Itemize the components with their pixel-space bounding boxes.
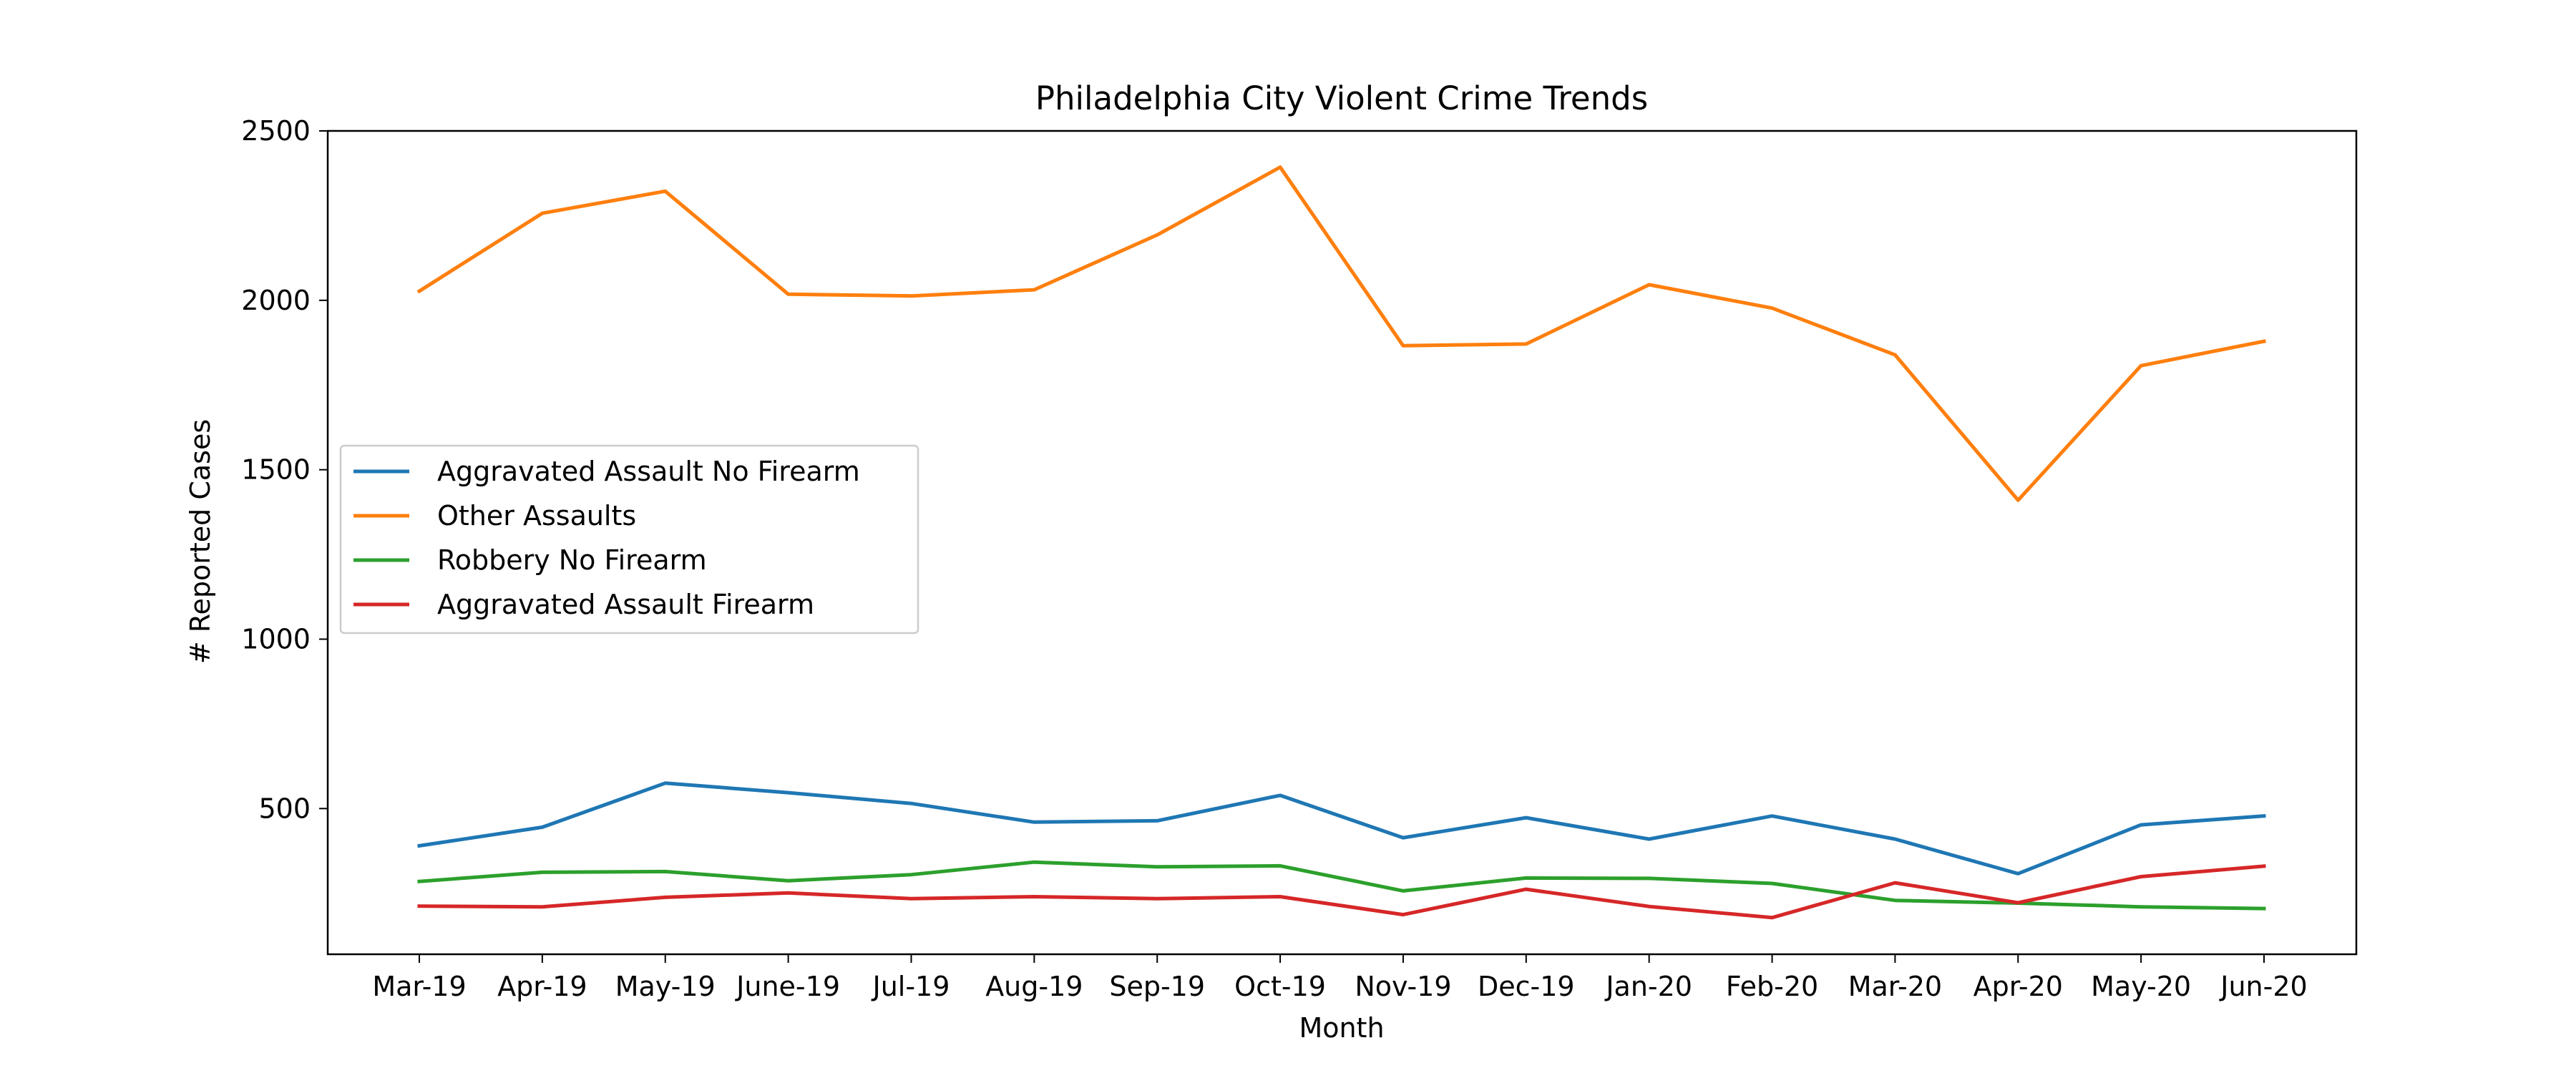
x-tick-label: Sep-19 (1109, 971, 1205, 1002)
y-tick-label: 1500 (241, 454, 311, 486)
chart-title: Philadelphia City Violent Crime Trends (1035, 79, 1648, 117)
x-tick-label: Apr-19 (497, 971, 587, 1002)
x-tick-label: Oct-19 (1234, 971, 1326, 1002)
series-lines (416, 165, 2266, 920)
x-tick-label: Feb-20 (1726, 971, 1818, 1002)
legend-label: Aggravated Assault Firearm (437, 589, 814, 620)
legend-label: Other Assaults (437, 500, 636, 531)
legend-box (339, 444, 919, 635)
series-line-2 (417, 860, 2266, 911)
x-tick-label: Mar-20 (1848, 971, 1942, 1002)
axis-ticks: Mar-19 Apr-19 May-19 June-19 Jul-19 Aug-19 Sep… (241, 115, 2307, 1002)
legend-label: Aggravated Assault No Firearm (437, 456, 860, 487)
series-line-0 (417, 781, 2266, 876)
y-tick-label: 2500 (241, 115, 311, 147)
series-line-3 (417, 864, 2266, 920)
x-tick-label: May-20 (2091, 971, 2191, 1002)
x-tick-label: Nov-19 (1355, 971, 1451, 1002)
x-tick-label: Jun-20 (2219, 971, 2307, 1002)
x-tick-label: Jul-19 (872, 971, 950, 1002)
y-axis-title: # Reported Cases (185, 419, 216, 664)
legend-label: Robbery No Firearm (437, 544, 707, 576)
x-tick-label: May-19 (615, 971, 716, 1002)
x-tick-label: June-19 (735, 971, 840, 1002)
y-tick-label: 500 (258, 793, 311, 824)
y-tick-label: 2000 (241, 285, 311, 316)
x-tick-label: Jan-20 (1604, 971, 1692, 1002)
plot-frame (326, 129, 2358, 956)
legend: Aggravated Assault No Firearm Other Assau… (339, 444, 919, 635)
x-tick-label: Aug-19 (985, 971, 1083, 1002)
y-tick-label: 1000 (241, 623, 311, 655)
x-tick-label: Apr-20 (1974, 971, 2063, 1002)
x-tick-label: Mar-19 (372, 971, 466, 1002)
x-axis-title: Month (1299, 1012, 1384, 1044)
x-tick-label: Dec-19 (1478, 971, 1575, 1002)
series-line-1 (416, 165, 2266, 502)
